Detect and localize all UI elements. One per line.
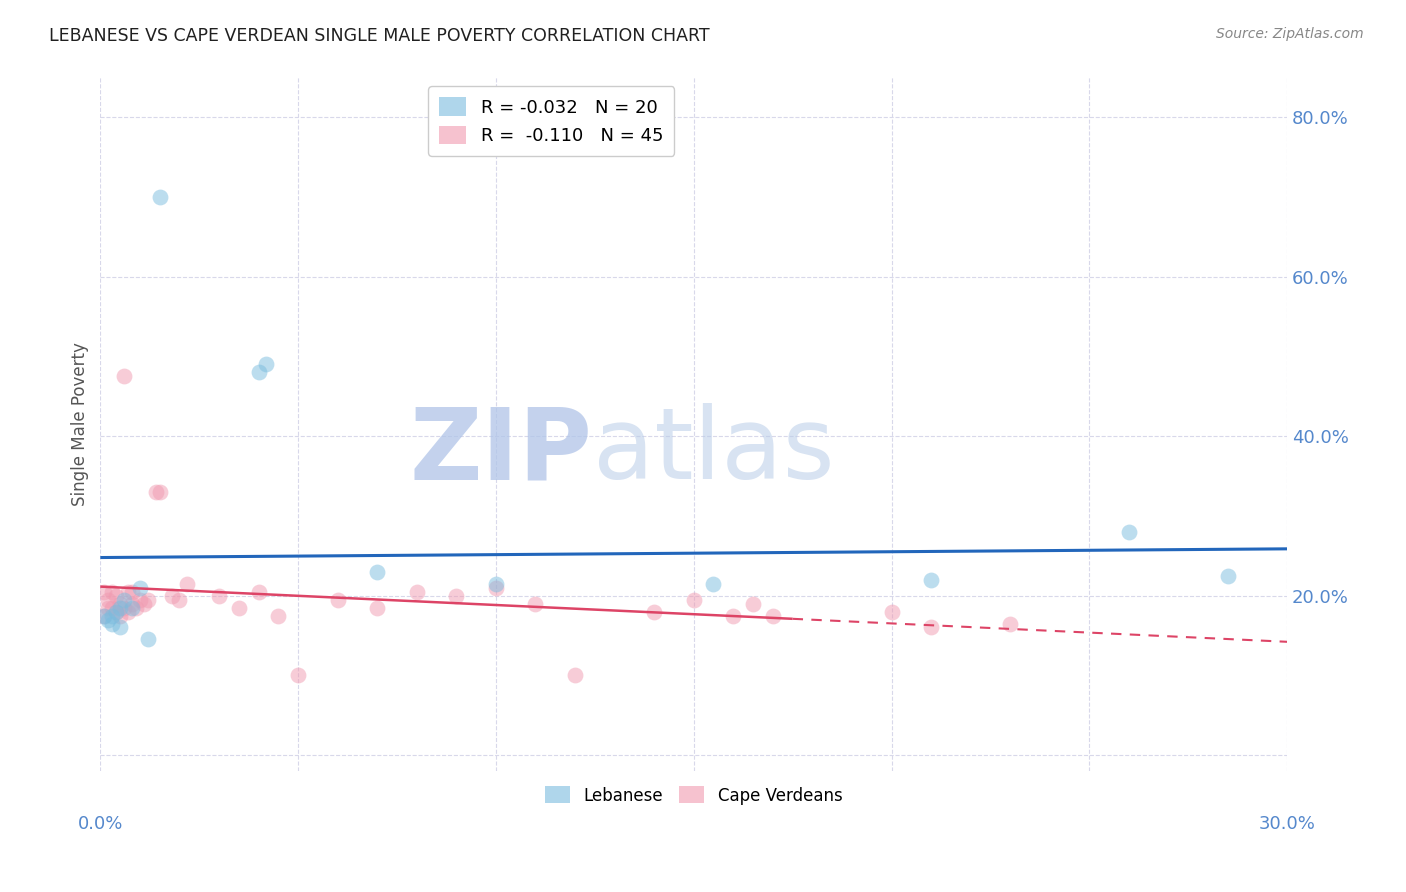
- Point: [101, 608, 124, 623]
- Point: [117, 584, 139, 599]
- Point: [93, 608, 115, 623]
- Point: [97, 600, 120, 615]
- Text: ZIP: ZIP: [411, 403, 593, 500]
- Point: [149, 190, 172, 204]
- Point: [121, 597, 143, 611]
- Point: [446, 589, 468, 603]
- Point: [108, 620, 131, 634]
- Point: [485, 576, 508, 591]
- Point: [97, 592, 120, 607]
- Point: [145, 485, 167, 500]
- Text: atlas: atlas: [593, 403, 835, 500]
- Point: [682, 592, 704, 607]
- Point: [485, 581, 508, 595]
- Point: [101, 616, 124, 631]
- Point: [101, 600, 124, 615]
- Text: 0.0%: 0.0%: [77, 814, 124, 833]
- Point: [105, 605, 128, 619]
- Point: [121, 600, 143, 615]
- Y-axis label: Single Male Poverty: Single Male Poverty: [72, 343, 89, 506]
- Point: [176, 576, 198, 591]
- Point: [129, 592, 152, 607]
- Text: 30.0%: 30.0%: [1258, 814, 1316, 833]
- Point: [112, 369, 135, 384]
- Point: [256, 358, 278, 372]
- Point: [108, 597, 131, 611]
- Point: [405, 584, 427, 599]
- Point: [112, 600, 135, 615]
- Point: [643, 605, 665, 619]
- Point: [702, 576, 724, 591]
- Point: [97, 613, 120, 627]
- Point: [247, 365, 270, 379]
- Point: [149, 485, 172, 500]
- Point: [169, 592, 191, 607]
- Point: [564, 668, 586, 682]
- Point: [920, 573, 942, 587]
- Point: [121, 584, 143, 599]
- Point: [920, 620, 942, 634]
- Point: [247, 584, 270, 599]
- Point: [136, 632, 159, 647]
- Point: [723, 608, 745, 623]
- Point: [326, 592, 349, 607]
- Text: LEBANESE VS CAPE VERDEAN SINGLE MALE POVERTY CORRELATION CHART: LEBANESE VS CAPE VERDEAN SINGLE MALE POV…: [49, 27, 710, 45]
- Point: [880, 605, 903, 619]
- Legend: Lebanese, Cape Verdeans: Lebanese, Cape Verdeans: [538, 780, 849, 811]
- Point: [117, 605, 139, 619]
- Point: [762, 608, 785, 623]
- Point: [112, 592, 135, 607]
- Point: [267, 608, 290, 623]
- Point: [108, 600, 131, 615]
- Text: Source: ZipAtlas.com: Source: ZipAtlas.com: [1216, 27, 1364, 41]
- Point: [105, 605, 128, 619]
- Point: [129, 581, 152, 595]
- Point: [287, 668, 309, 682]
- Point: [524, 597, 547, 611]
- Point: [1118, 524, 1140, 539]
- Point: [132, 597, 155, 611]
- Point: [108, 608, 131, 623]
- Point: [742, 597, 765, 611]
- Point: [228, 600, 250, 615]
- Point: [93, 584, 115, 599]
- Point: [101, 584, 124, 599]
- Point: [93, 608, 115, 623]
- Point: [136, 592, 159, 607]
- Point: [1216, 568, 1239, 582]
- Point: [998, 616, 1021, 631]
- Point: [366, 600, 388, 615]
- Point: [208, 589, 231, 603]
- Point: [105, 589, 128, 603]
- Point: [366, 565, 388, 579]
- Point: [160, 589, 183, 603]
- Point: [125, 600, 148, 615]
